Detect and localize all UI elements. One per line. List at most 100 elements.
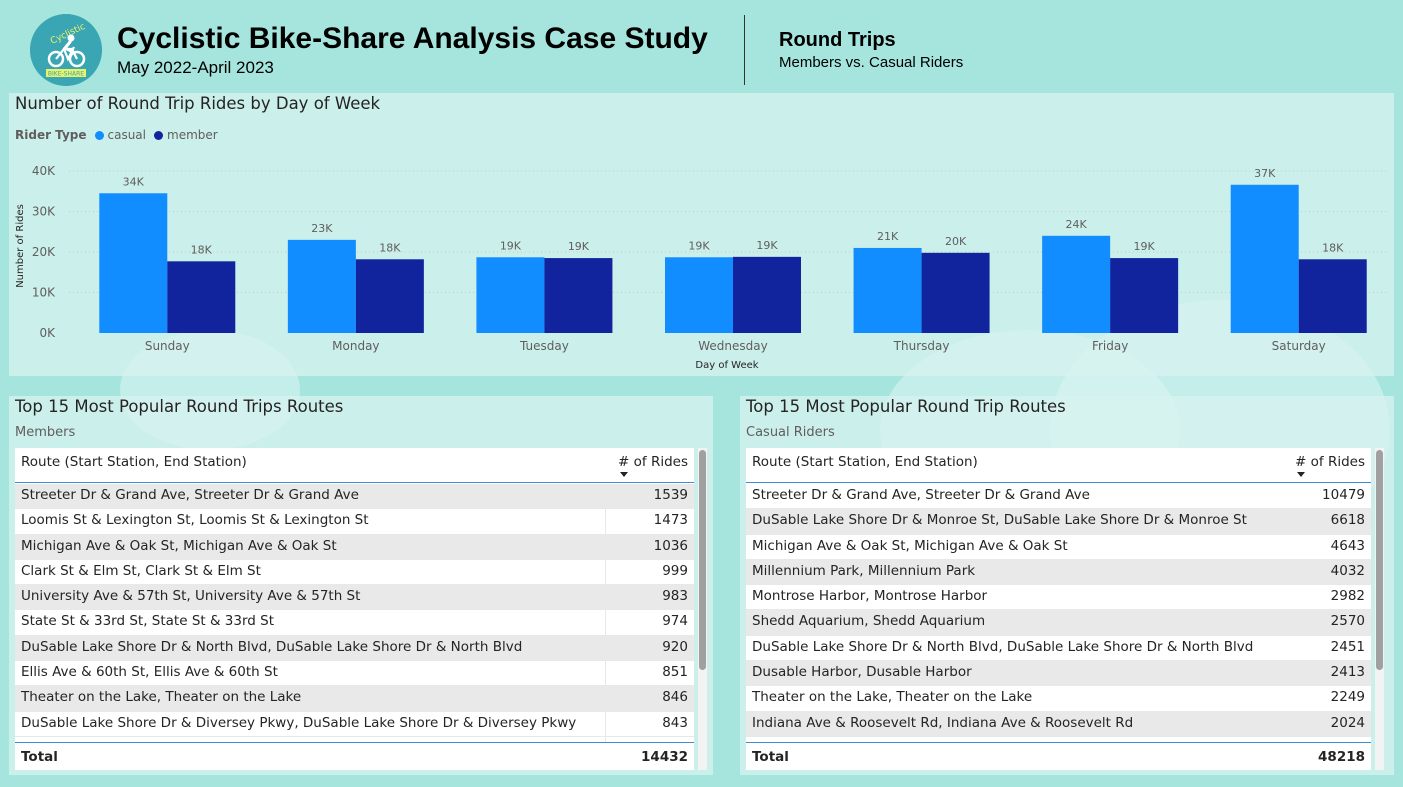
data-label: 21K — [877, 230, 899, 243]
bar-member-thursday[interactable] — [921, 252, 990, 333]
x-tick-label: Thursday — [893, 339, 950, 353]
table-row[interactable]: Indiana Ave & Roosevelt Rd, Indiana Ave … — [746, 711, 1371, 737]
bar-member-saturday[interactable] — [1298, 259, 1367, 333]
route-cell: Streeter Dr & Grand Ave, Streeter Dr & G… — [752, 487, 1090, 503]
route-cell: Streeter Dr & Grand Ave, Streeter Dr & G… — [21, 487, 359, 503]
chart-title: Number of Round Trip Rides by Day of Wee… — [15, 94, 381, 113]
column-header-rides[interactable]: # of Rides — [618, 454, 688, 470]
y-tick-label: 10K — [32, 286, 56, 300]
column-header-route[interactable]: Route (Start Station, End Station) — [21, 454, 247, 470]
legend-label-casual: casual — [107, 128, 147, 142]
casual-table: Route (Start Station, End Station) # of … — [746, 448, 1371, 770]
sort-desc-icon[interactable] — [620, 472, 628, 477]
table-row[interactable]: Montrose Harbor, Montrose Harbor 2982 — [746, 585, 1371, 611]
bar-casual-monday[interactable] — [287, 239, 356, 333]
data-label: 24K — [1066, 218, 1088, 231]
members-table-subtitle: Members — [15, 425, 76, 440]
table-row[interactable]: Michigan Ave & Oak St, Michigan Ave & Oa… — [746, 535, 1371, 560]
casual-table-panel: Top 15 Most Popular Round Trip Routes Ca… — [740, 396, 1394, 775]
route-cell: DuSable Lake Shore Dr & Diversey Pkwy, D… — [21, 714, 577, 731]
column-header-rides[interactable]: # of Rides — [1295, 454, 1365, 470]
section-subtitle: Members vs. Casual Riders — [779, 54, 964, 71]
total-value: 14432 — [641, 749, 688, 765]
data-label: 37K — [1254, 167, 1276, 180]
x-tick-label: Tuesday — [519, 339, 569, 353]
members-table-body: Streeter Dr & Grand Ave, Streeter Dr & G… — [15, 484, 694, 743]
data-label: 20K — [945, 235, 967, 248]
table-row[interactable]: Shedd Aquarium, Shedd Aquarium 2570 — [746, 610, 1371, 636]
rides-cell: 2982 — [1330, 588, 1365, 605]
table-row[interactable]: Streeter Dr & Grand Ave, Streeter Dr & G… — [15, 484, 694, 510]
bar-member-friday[interactable] — [1110, 258, 1179, 333]
y-tick-label: 30K — [32, 205, 56, 219]
rides-cell: 2413 — [1330, 664, 1365, 681]
logo-text-bottom: BIKE-SHARE — [48, 71, 84, 78]
bar-casual-tuesday[interactable] — [476, 257, 545, 333]
rides-cell: 1473 — [653, 512, 688, 529]
legend-item-casual[interactable]: casual — [94, 128, 147, 142]
table-row[interactable]: Michigan Ave & Oak St, Michigan Ave & Oa… — [15, 534, 694, 560]
rides-cell: 2024 — [1330, 714, 1365, 731]
route-cell: University Ave & 57th St, University Ave… — [21, 588, 361, 605]
casual-table-scrollbar[interactable] — [1375, 448, 1384, 770]
table-row[interactable]: University Ave & 57th St, University Ave… — [15, 585, 694, 611]
y-tick-label: 0K — [39, 326, 56, 340]
table-row[interactable]: State St & 33rd St, State St & 33rd St 97… — [15, 610, 694, 636]
scrollbar-thumb[interactable] — [1376, 450, 1383, 670]
table-row[interactable]: Theater on the Lake, Theater on the Lake… — [746, 686, 1371, 712]
table-row[interactable]: Loomis St & Lexington St, Loomis St & Le… — [15, 509, 694, 535]
x-tick-label: Saturday — [1272, 339, 1326, 353]
route-cell: Michigan Ave & Oak St, Michigan Ave & Oa… — [21, 537, 337, 554]
route-cell: State St & 33rd St, State St & 33rd St — [21, 613, 275, 630]
date-range: May 2022-April 2023 — [117, 58, 274, 77]
data-label: 18K — [1322, 241, 1344, 254]
members-table-scrollbar[interactable] — [698, 448, 707, 770]
column-header-route[interactable]: Route (Start Station, End Station) — [752, 454, 978, 470]
route-cell: Shedd Aquarium, Shedd Aquarium — [752, 613, 986, 630]
members-table-title: Top 15 Most Popular Round Trips Routes — [15, 397, 344, 416]
bar-member-tuesday[interactable] — [544, 258, 613, 333]
bar-member-sunday[interactable] — [167, 261, 236, 333]
table-row[interactable]: Millennium Park, Millennium Park 4032 — [746, 559, 1371, 586]
route-cell: Montrose Harbor, Montrose Harbor — [752, 588, 988, 605]
bar-casual-sunday[interactable] — [99, 193, 168, 333]
bar-member-monday[interactable] — [355, 259, 424, 333]
x-tick-label: Sunday — [145, 339, 190, 353]
table-row[interactable]: Ellis Ave & 60th St, Ellis Ave & 60th St… — [15, 661, 694, 687]
casual-table-total-row: Total 48218 — [746, 742, 1371, 770]
rides-cell: 983 — [662, 588, 688, 605]
table-row[interactable]: Streeter Dr & Grand Ave, Streeter Dr & G… — [746, 484, 1371, 510]
table-row[interactable]: Theater on the Lake, Theater on the Lake… — [15, 686, 694, 712]
x-tick-label: Friday — [1092, 339, 1128, 353]
route-cell: Loomis St & Lexington St, Loomis St & Le… — [21, 512, 369, 529]
members-table: Route (Start Station, End Station) # of … — [15, 448, 694, 770]
cyclistic-logo: Cyclistic BIKE-SHARE — [30, 14, 102, 86]
bar-chart[interactable]: 0K 10K 20K 30K 40K Number of Rides Day of Week… — [9, 93, 1394, 376]
total-label: Total — [21, 749, 58, 765]
section-title: Round Trips — [779, 29, 896, 51]
bar-member-wednesday[interactable] — [733, 256, 801, 333]
table-row[interactable]: Clark St & Elm St, Clark St & Elm St 999 — [15, 560, 694, 586]
y-axis-title: Number of Rides — [15, 204, 26, 288]
table-row[interactable]: DuSable Lake Shore Dr & Monroe St, DuSab… — [746, 509, 1371, 535]
bar-casual-friday[interactable] — [1042, 235, 1111, 333]
route-cell: Theater on the Lake, Theater on the Lake — [752, 689, 1033, 706]
route-cell: DuSable Lake Shore Dr & North Blvd, DuSa… — [752, 638, 1254, 655]
rides-cell: 2570 — [1330, 613, 1365, 630]
scrollbar-thumb[interactable] — [699, 450, 706, 670]
legend-item-member[interactable]: member — [154, 128, 218, 142]
bar-casual-thursday[interactable] — [853, 247, 922, 333]
bar-casual-wednesday[interactable] — [665, 257, 733, 333]
rides-cell: 6618 — [1330, 512, 1365, 529]
route-cell: Millennium Park, Millennium Park — [752, 562, 976, 579]
table-row[interactable]: DuSable Lake Shore Dr & North Blvd, DuSa… — [746, 636, 1371, 662]
x-axis-title: Day of Week — [695, 360, 758, 371]
table-row[interactable]: DuSable Lake Shore Dr & North Blvd, DuSa… — [15, 635, 694, 662]
bar-casual-saturday[interactable] — [1230, 184, 1299, 333]
data-label: 19K — [688, 239, 710, 252]
route-cell: Ellis Ave & 60th St, Ellis Ave & 60th St — [21, 664, 278, 681]
table-row[interactable]: Dusable Harbor, Dusable Harbor 2413 — [746, 661, 1371, 687]
sort-desc-icon[interactable] — [1297, 472, 1305, 477]
table-row[interactable]: DuSable Lake Shore Dr & Diversey Pkwy, D… — [15, 712, 694, 737]
route-cell: Theater on the Lake, Theater on the Lake — [21, 689, 302, 706]
